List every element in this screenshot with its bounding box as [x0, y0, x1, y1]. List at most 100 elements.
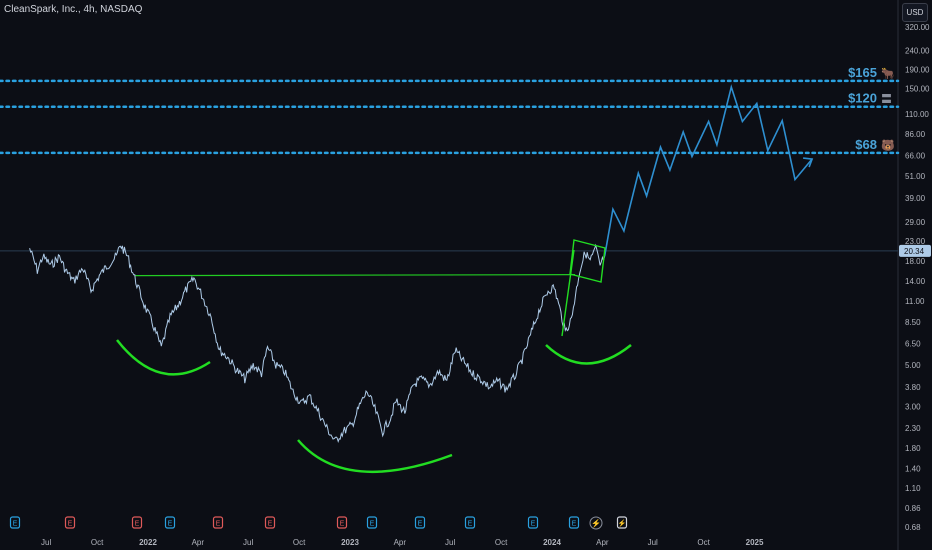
y-tick-label: 18.00	[905, 257, 926, 266]
event-glyph: E	[216, 521, 221, 528]
target-label: $120	[848, 91, 877, 106]
chart-title: CleanSpark, Inc., 4h, NASDAQ	[4, 4, 143, 15]
earnings-marker: ⚡	[616, 516, 628, 529]
event-glyph: E	[418, 521, 423, 528]
earnings-marker: E	[527, 516, 539, 529]
event-box	[414, 516, 426, 529]
event-box	[464, 516, 476, 529]
target-label: $68	[855, 137, 877, 152]
x-tick-label: Apr	[394, 538, 407, 547]
projection-arrow	[803, 157, 814, 168]
event-glyph: E	[572, 521, 577, 528]
y-tick-label: 1.80	[905, 444, 921, 453]
event-box	[336, 516, 348, 529]
head-arc	[297, 439, 453, 474]
y-tick-label: 1.10	[905, 484, 921, 493]
earnings-marker: E	[131, 516, 143, 529]
y-tick-label: 2.30	[905, 424, 921, 433]
earnings-marker: E	[336, 516, 348, 529]
x-tick-label: 2023	[341, 538, 359, 547]
x-tick-label: Oct	[91, 538, 104, 547]
y-tick-label: 6.50	[905, 340, 921, 349]
event-glyph: E	[168, 521, 173, 528]
event-glyph: E	[468, 521, 473, 528]
earnings-marker: E	[64, 516, 76, 529]
x-tick-label: Jul	[41, 538, 51, 547]
event-box	[366, 516, 378, 529]
event-glyph: E	[135, 521, 140, 528]
y-tick-label: 23.00	[905, 237, 926, 246]
event-glyph: E	[340, 521, 345, 528]
event-glyph: ⚡	[618, 519, 627, 528]
x-tick-label: Jul	[243, 538, 253, 547]
earnings-marker: E	[9, 516, 21, 529]
flag-box	[569, 239, 606, 283]
x-tick-label: 2024	[543, 538, 561, 547]
x-tick-label: 2025	[746, 538, 764, 547]
event-glyph: E	[68, 521, 73, 528]
current-price-label: 20.34	[904, 247, 925, 256]
left-shoulder-arc	[116, 339, 211, 376]
y-tick-label: 320.00	[905, 23, 930, 32]
x-tick-label: Jul	[648, 538, 658, 547]
event-box	[131, 516, 143, 529]
y-tick-label: 29.00	[905, 218, 926, 227]
x-tick-label: 2022	[139, 538, 157, 547]
x-tick-label: Apr	[596, 538, 609, 547]
current-price-tag	[899, 244, 931, 257]
y-tick-label: 110.00	[905, 110, 929, 119]
projection-series	[603, 84, 813, 257]
event-box	[64, 516, 76, 529]
y-tick-label: 66.00	[905, 151, 926, 160]
y-tick-label: 86.00	[905, 130, 926, 139]
event-box	[568, 516, 580, 529]
y-tick-label: 190.00	[905, 65, 930, 74]
earnings-marker: E	[568, 516, 580, 529]
earnings-marker: E	[164, 516, 176, 529]
earnings-marker: E	[414, 516, 426, 529]
x-tick-label: Oct	[495, 538, 508, 547]
equals-icon: 〓	[881, 94, 892, 106]
event-box	[9, 516, 21, 529]
event-box	[527, 516, 539, 529]
event-box	[264, 516, 276, 529]
flag-pole	[561, 249, 575, 337]
x-tick-label: Oct	[293, 538, 306, 547]
event-box	[616, 516, 628, 529]
earnings-marker: E	[264, 516, 276, 529]
earnings-marker: E	[212, 516, 224, 529]
event-box	[164, 516, 176, 529]
event-box	[212, 516, 224, 529]
x-tick-label: Apr	[192, 538, 205, 547]
y-tick-label: 240.00	[905, 46, 930, 55]
price-series	[29, 243, 606, 444]
currency-button[interactable]: USD	[902, 3, 928, 22]
y-tick-label: 0.68	[905, 523, 921, 532]
y-tick-label: 150.00	[905, 85, 930, 94]
event-glyph: E	[531, 521, 536, 528]
earnings-marker: ⚡	[589, 516, 603, 530]
y-tick-label: 39.00	[905, 194, 926, 203]
event-glyph: E	[370, 521, 375, 528]
y-tick-label: 0.86	[905, 504, 921, 513]
x-tick-label: Jul	[445, 538, 455, 547]
y-tick-label: 3.00	[905, 402, 921, 411]
bear-icon: 🐻	[881, 138, 895, 152]
y-tick-label: 1.40	[905, 464, 921, 473]
y-tick-label: 14.00	[905, 277, 926, 286]
event-glyph: E	[13, 521, 18, 528]
y-tick-label: 51.00	[905, 172, 926, 181]
flash-icon	[589, 516, 603, 530]
target-label: $165	[848, 65, 877, 80]
right-shoulder-arc	[545, 344, 632, 365]
flash-glyph: ⚡	[591, 518, 601, 528]
bull-icon: 🐂	[881, 67, 895, 80]
neckline	[134, 274, 576, 277]
event-glyph: E	[268, 521, 273, 528]
y-tick-label: 3.80	[905, 383, 921, 392]
y-tick-label: 8.50	[905, 318, 921, 327]
y-tick-label: 11.00	[905, 297, 925, 306]
x-tick-label: Oct	[697, 538, 710, 547]
